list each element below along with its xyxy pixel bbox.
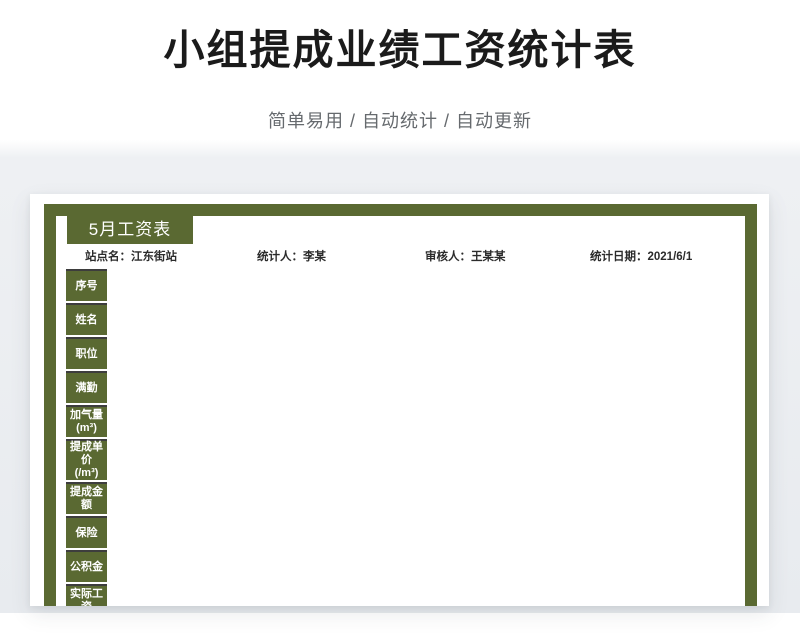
info-value: 王某某 — [471, 251, 506, 263]
info-item: 统计人：李某 — [257, 248, 326, 264]
info-label: 统计人： — [257, 251, 303, 263]
table-header-row: 序号 姓名 职位 满勤 加气量 (m³) 提成单价 (/m³) 提成金额 保险 … — [66, 269, 735, 606]
table-header-cell: 保险 — [66, 516, 107, 550]
table-header-cell: 序号 — [66, 269, 107, 303]
worksheet-card: 5月工资表 站点名：江东街站 统计人：李某 审核人：王某某 统计日期：2021/6/1… — [30, 194, 769, 606]
info-label: 统计日期： — [590, 251, 648, 263]
table-header-cell: 提成金额 — [66, 482, 107, 516]
table-header-cell: 姓名 — [66, 303, 107, 337]
table-header-cell: 满勤 — [66, 371, 107, 405]
sheet-tab: 5月工资表 — [67, 204, 193, 244]
info-value: 江东街站 — [131, 251, 177, 263]
info-item: 统计日期：2021/6/1 — [590, 248, 692, 264]
decorative-frame — [44, 204, 757, 606]
table-header-cell: 职位 — [66, 337, 107, 371]
table-header-cell: 公积金 — [66, 550, 107, 584]
table-header-cell: 提成单价 (/m³) — [66, 439, 107, 482]
table-header-cell: 实际工资 — [66, 584, 107, 606]
info-value: 李某 — [303, 251, 326, 263]
info-value: 2021/6/1 — [647, 251, 693, 263]
table-header-cell: 加气量 (m³) — [66, 405, 107, 439]
info-item: 站点名：江东街站 — [85, 248, 177, 264]
page-subtitle: 简单易用 / 自动统计 / 自动更新 — [267, 111, 532, 132]
sheet-tab-label: 5月工资表 — [88, 220, 172, 239]
info-label: 站点名： — [85, 251, 131, 263]
page-title: 小组提成业绩工资统计表 — [163, 27, 637, 73]
info-label: 审核人： — [425, 251, 471, 263]
info-item: 审核人：王某某 — [425, 248, 506, 264]
wage-table: 序号 姓名 职位 满勤 加气量 (m³) 提成单价 (/m³) 提成金额 保险 … — [66, 269, 735, 606]
info-bar: 站点名：江东街站 统计人：李某 审核人：王某某 统计日期：2021/6/1 — [30, 248, 769, 268]
